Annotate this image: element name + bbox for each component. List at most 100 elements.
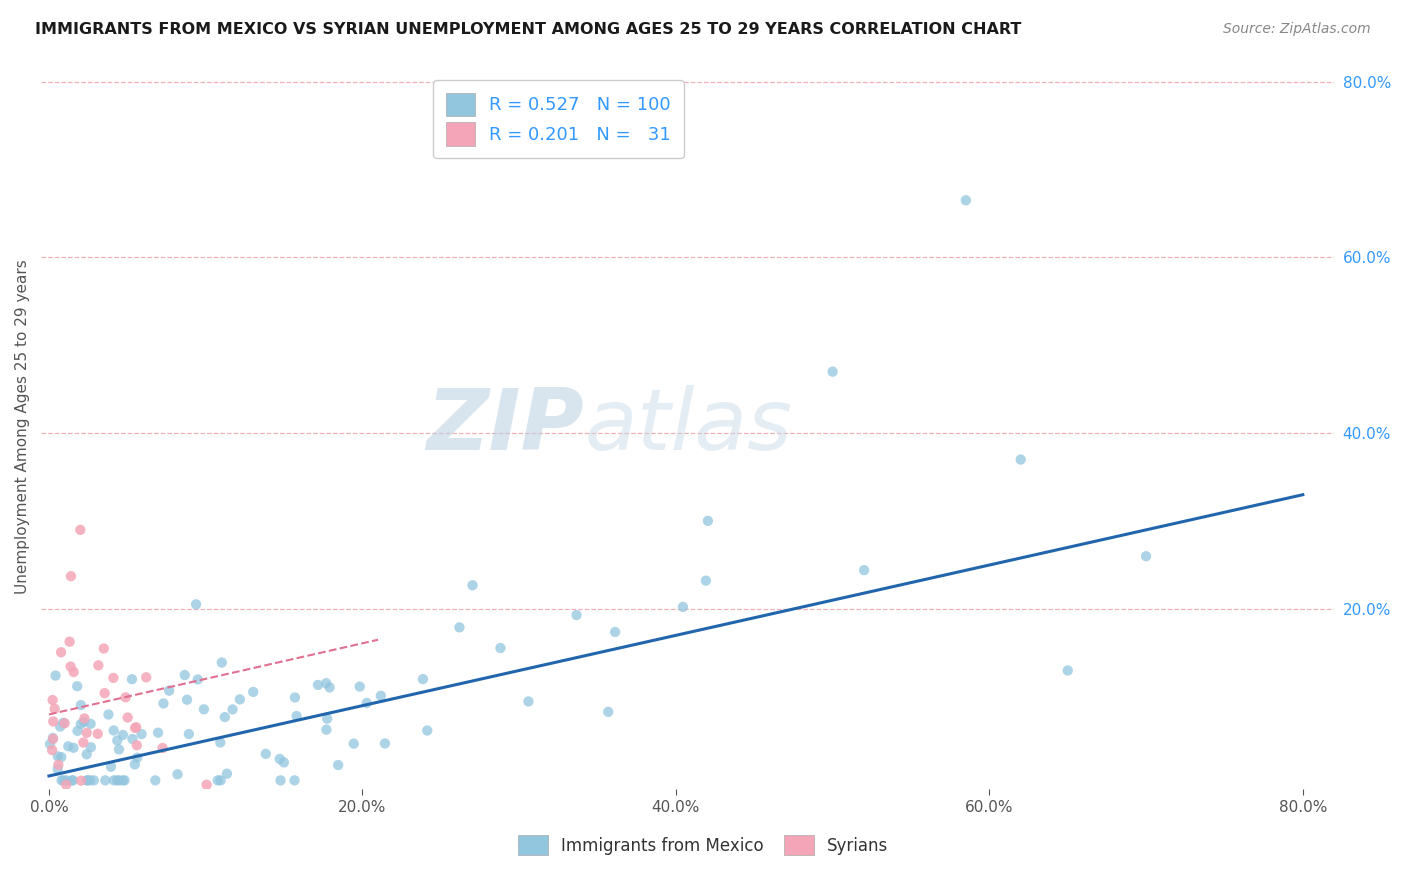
Point [46, 749, 69, 764]
Point [49, 720, 72, 734]
Point [103, 723, 125, 738]
Point [79, 773, 101, 788]
Point [79, 716, 101, 731]
Point [73, 714, 96, 729]
Point [72, 735, 94, 749]
Point [242, 685, 264, 699]
Point [412, 672, 434, 686]
Point [821, 365, 844, 379]
Point [215, 766, 238, 780]
Point [93, 686, 115, 700]
Point [55, 778, 77, 792]
Point [254, 747, 277, 761]
Point [166, 767, 188, 781]
Point [76, 773, 98, 788]
Point [283, 773, 305, 788]
Point [105, 773, 128, 788]
Point [374, 736, 396, 750]
Point [87, 727, 110, 741]
Point [125, 720, 148, 734]
Point [565, 607, 588, 622]
Point [114, 690, 136, 705]
Point [146, 725, 169, 739]
Point [39, 737, 62, 751]
Point [211, 656, 233, 670]
Point [370, 689, 392, 703]
Point [157, 683, 180, 698]
Point [70, 698, 93, 713]
Point [46, 762, 69, 776]
Point [66, 723, 89, 738]
Point [44, 702, 66, 716]
Point [52, 715, 75, 730]
Point [696, 514, 718, 528]
Point [111, 728, 134, 742]
Point [273, 756, 295, 770]
Point [184, 597, 207, 611]
Point [195, 778, 218, 792]
Point [100, 760, 122, 774]
Point [461, 578, 484, 592]
Point [193, 702, 215, 716]
Legend: Immigrants from Mexico, Syrians: Immigrants from Mexico, Syrians [510, 829, 896, 862]
Point [108, 773, 131, 788]
Point [59, 569, 82, 583]
Point [76, 773, 98, 788]
Point [97, 707, 120, 722]
Point [1010, 452, 1032, 467]
Point [489, 641, 512, 656]
Text: IMMIGRANTS FROM MEXICO VS SYRIAN UNEMPLOYMENT AMONG AGES 25 TO 29 YEARS CORRELAT: IMMIGRANTS FROM MEXICO VS SYRIAN UNEMPLO… [35, 22, 1022, 37]
Point [209, 773, 232, 788]
Point [315, 676, 337, 690]
Point [318, 681, 340, 695]
Text: Source: ZipAtlas.com: Source: ZipAtlas.com [1223, 22, 1371, 37]
Point [41, 743, 63, 757]
Point [187, 673, 209, 687]
Point [73, 711, 96, 725]
Point [53, 716, 76, 731]
Point [284, 690, 307, 705]
Point [121, 732, 143, 747]
Point [672, 599, 695, 614]
Text: atlas: atlas [585, 385, 792, 468]
Point [58, 739, 80, 754]
Point [62, 740, 84, 755]
Point [87, 658, 110, 673]
Point [76, 747, 98, 762]
Point [131, 727, 153, 741]
Point [1056, 664, 1078, 678]
Point [41, 693, 63, 707]
Point [315, 723, 337, 737]
Point [60, 773, 83, 788]
Point [124, 757, 146, 772]
Point [124, 721, 146, 735]
Point [44, 668, 66, 682]
Point [117, 710, 139, 724]
Point [695, 574, 717, 588]
Point [176, 692, 198, 706]
Point [55, 773, 77, 788]
Point [42, 714, 65, 729]
Text: ZIP: ZIP [426, 385, 585, 468]
Point [356, 696, 378, 710]
Point [316, 712, 339, 726]
Point [103, 671, 125, 685]
Point [285, 709, 308, 723]
Point [51, 773, 73, 788]
Point [62, 665, 84, 679]
Point [270, 773, 292, 788]
Point [152, 697, 174, 711]
Point [83, 773, 105, 788]
Point [49, 645, 72, 659]
Point [143, 773, 166, 788]
Point [173, 668, 195, 682]
Point [1135, 549, 1157, 564]
Point [62, 773, 84, 788]
Point [66, 679, 89, 693]
Point [598, 705, 620, 719]
Point [343, 737, 366, 751]
Point [214, 710, 236, 724]
Point [127, 750, 149, 764]
Point [307, 678, 329, 692]
Point [70, 717, 93, 731]
